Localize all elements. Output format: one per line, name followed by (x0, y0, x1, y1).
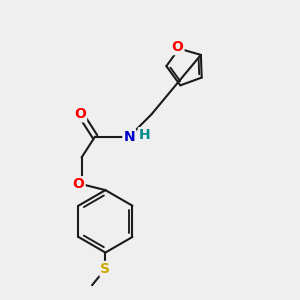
Text: N: N (123, 130, 135, 144)
Text: O: O (73, 177, 85, 191)
Text: S: S (100, 262, 110, 276)
Text: O: O (172, 40, 184, 54)
Text: O: O (74, 107, 86, 121)
Text: H: H (139, 128, 151, 142)
